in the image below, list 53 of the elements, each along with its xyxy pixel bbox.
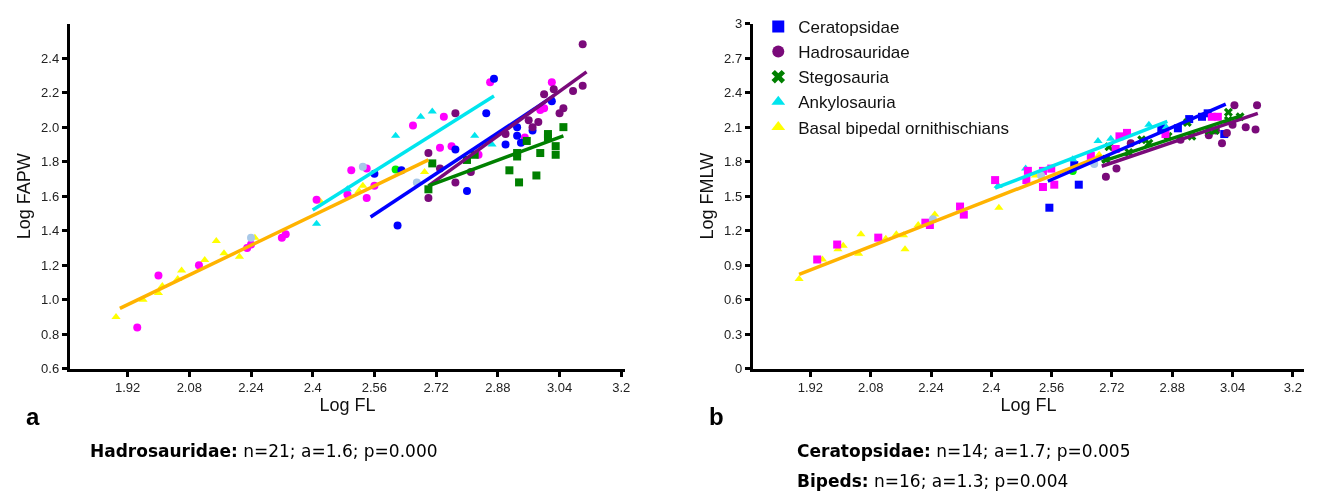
x-tick-label: 2.72 [1099,380,1125,396]
y-tick-label: 2.2 [41,85,60,101]
legend-label: Ceratopsidae [798,18,900,38]
x-tick-label: 2.56 [361,380,388,396]
x-axis-title: Log FL [319,395,376,416]
x-axis-title: Log FL [1000,395,1057,416]
x-tick-label: 2.56 [1038,380,1065,396]
y-tick-label: 2.7 [724,50,743,66]
legend-label: Basal bipedal ornithischians [798,118,1010,138]
text: Hadrosauridae: n=21; a=1.6; p=0.000 [90,441,438,461]
y-tick-label: 0.9 [724,257,743,273]
x-tick-label: 2.08 [858,380,884,396]
x-tick-label: 2.88 [1159,380,1185,396]
legend-label: Ankylosauria [798,93,897,113]
y-tick-label: 2.0 [41,119,60,135]
text: Ceratopsidae: n=14; a=1.7; p=0.005 [797,441,1131,461]
y-tick-label: 2.1 [724,119,743,135]
y-tick-label: 2.4 [724,85,743,101]
x-tick-label: 2.24 [238,380,264,396]
y-tick-label: 1.8 [724,154,743,170]
text: Bipeds: n=16; a=1.3; p=0.004 [797,471,1069,491]
y-tick-label: 0.3 [724,326,743,342]
x-tick-label: 3.2 [612,380,631,396]
x-tick-label: 3.04 [546,380,573,396]
y-tick-label: 1.4 [41,223,60,239]
text: b [709,403,724,430]
x-tick-label: 2.88 [485,380,511,396]
y-tick-label: 1.0 [41,292,60,308]
legend-label: Hadrosauridae [798,43,910,63]
y-axis-title: Log FMLW [697,152,718,240]
x-tick-label: 2.4 [982,380,1001,396]
x-tick-label: 2.08 [176,380,202,396]
y-tick-label: 1.2 [724,223,743,239]
x-tick-label: 2.4 [303,380,322,396]
y-tick-label: 1.5 [724,188,743,204]
y-tick-label: 2.4 [41,50,60,66]
x-tick-label: 1.92 [797,380,824,396]
y-tick-label: 0 [734,361,743,377]
x-tick-label: 2.24 [918,380,944,396]
y-tick-label: 0.8 [41,326,60,342]
x-tick-label: 3.2 [1283,380,1302,396]
y-tick-label: 1.6 [41,188,60,204]
x-tick-label: 1.92 [114,380,141,396]
x-tick-label: 3.04 [1219,380,1246,396]
x-tick-label: 2.72 [423,380,449,396]
y-tick-label: 3 [734,16,743,32]
y-tick-label: 0.6 [724,292,743,308]
y-tick-label: 1.8 [41,154,60,170]
text: a [26,403,40,430]
legend-label: Stegosauria [798,68,890,88]
y-tick-label: 1.2 [41,257,60,273]
y-tick-label: 0.6 [41,361,60,377]
y-axis-title: Log FAPW [14,153,35,240]
